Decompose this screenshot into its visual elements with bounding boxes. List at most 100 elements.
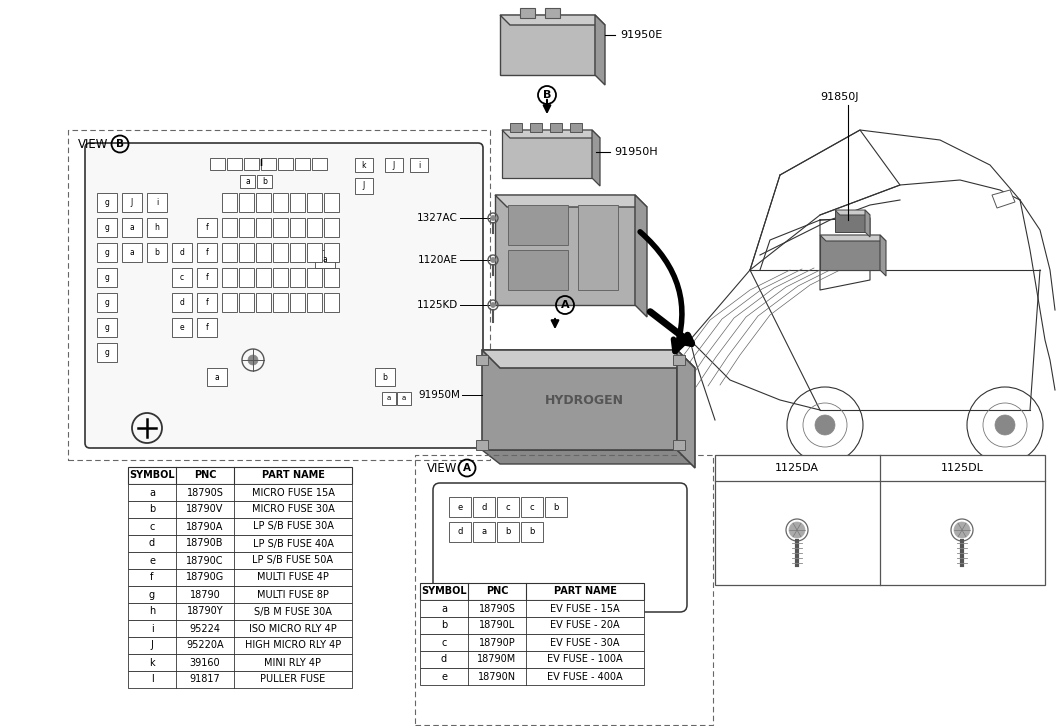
Bar — [307, 268, 322, 287]
Bar — [239, 243, 254, 262]
Bar — [273, 293, 288, 312]
Bar — [530, 123, 542, 132]
Text: SYMBOL: SYMBOL — [130, 470, 174, 481]
Bar — [147, 243, 167, 262]
Bar — [244, 158, 259, 170]
Text: d: d — [149, 539, 155, 549]
Bar — [420, 634, 644, 651]
Text: 91950E: 91950E — [620, 30, 662, 40]
Bar — [473, 522, 495, 542]
Text: 39160: 39160 — [189, 658, 220, 667]
Text: MINI RLY 4P: MINI RLY 4P — [265, 658, 321, 667]
Bar — [324, 293, 339, 312]
Text: PNC: PNC — [486, 587, 508, 597]
Text: LP S/B FUSE 40A: LP S/B FUSE 40A — [253, 539, 334, 549]
Text: b: b — [529, 528, 535, 537]
Polygon shape — [482, 350, 695, 368]
Bar — [449, 497, 471, 517]
Bar — [290, 193, 305, 212]
Text: a: a — [130, 223, 134, 232]
Text: MULTI FUSE 4P: MULTI FUSE 4P — [257, 573, 328, 582]
Circle shape — [815, 415, 836, 435]
Text: 18790C: 18790C — [186, 555, 223, 566]
Bar — [290, 268, 305, 287]
Bar — [570, 123, 583, 132]
Text: 18790B: 18790B — [186, 539, 223, 549]
Bar — [545, 8, 560, 18]
Bar — [261, 158, 276, 170]
Bar — [520, 8, 535, 18]
Bar — [122, 243, 142, 262]
Text: c: c — [149, 521, 155, 531]
Bar — [449, 522, 471, 542]
Bar — [239, 293, 254, 312]
Text: 18790V: 18790V — [186, 505, 223, 515]
Bar — [172, 243, 192, 262]
Polygon shape — [836, 210, 870, 215]
Text: f: f — [205, 248, 208, 257]
Bar — [222, 268, 237, 287]
Bar — [836, 210, 865, 232]
Bar — [382, 392, 396, 405]
Bar — [210, 158, 225, 170]
Bar — [420, 617, 644, 634]
Bar — [227, 158, 242, 170]
Bar — [128, 467, 352, 484]
Polygon shape — [880, 235, 885, 276]
Bar — [307, 218, 322, 237]
Polygon shape — [820, 235, 885, 241]
Text: g: g — [104, 198, 109, 207]
Text: SYMBOL: SYMBOL — [421, 587, 467, 597]
Text: 91950M: 91950M — [418, 390, 460, 400]
Text: EV FUSE - 100A: EV FUSE - 100A — [547, 655, 623, 664]
Bar — [128, 654, 352, 671]
Bar — [482, 350, 677, 450]
Bar — [673, 440, 685, 450]
Bar — [128, 586, 352, 603]
Bar — [222, 218, 237, 237]
Bar — [239, 218, 254, 237]
Text: f: f — [205, 273, 208, 282]
Bar — [197, 243, 217, 262]
Text: a: a — [387, 396, 391, 401]
Polygon shape — [500, 15, 605, 25]
Bar — [324, 268, 339, 287]
Bar — [128, 518, 352, 535]
Text: d: d — [180, 248, 185, 257]
Bar — [128, 620, 352, 637]
Text: 1125KD: 1125KD — [417, 300, 458, 310]
Bar — [257, 175, 272, 188]
Polygon shape — [865, 210, 870, 237]
Text: S/B M FUSE 30A: S/B M FUSE 30A — [254, 606, 332, 616]
Bar — [820, 235, 880, 270]
Text: a: a — [402, 396, 406, 401]
Bar — [510, 123, 522, 132]
Text: B: B — [543, 90, 552, 100]
Text: f: f — [150, 573, 154, 582]
Text: VIEW: VIEW — [78, 137, 108, 150]
Text: a: a — [130, 248, 134, 257]
Text: 95224: 95224 — [189, 624, 220, 634]
Text: PART NAME: PART NAME — [261, 470, 324, 481]
Text: c: c — [180, 273, 184, 282]
Bar — [315, 250, 335, 268]
Text: HIGH MICRO RLY 4P: HIGH MICRO RLY 4P — [244, 640, 341, 650]
Text: 18790G: 18790G — [186, 573, 224, 582]
Text: c: c — [441, 637, 446, 648]
Text: EV FUSE - 15A: EV FUSE - 15A — [551, 603, 620, 613]
Text: g: g — [104, 323, 109, 332]
Bar — [273, 268, 288, 287]
Text: g: g — [104, 223, 109, 232]
Circle shape — [248, 355, 258, 365]
Text: g: g — [104, 348, 109, 357]
Polygon shape — [495, 195, 647, 207]
Text: 18790P: 18790P — [478, 637, 516, 648]
Text: 91817: 91817 — [189, 674, 220, 685]
Bar — [508, 205, 568, 245]
Text: a: a — [149, 487, 155, 497]
Text: J: J — [362, 182, 365, 190]
Text: MICRO FUSE 30A: MICRO FUSE 30A — [252, 505, 335, 515]
Bar — [420, 600, 644, 617]
Text: e: e — [180, 323, 184, 332]
Text: b: b — [263, 177, 267, 186]
